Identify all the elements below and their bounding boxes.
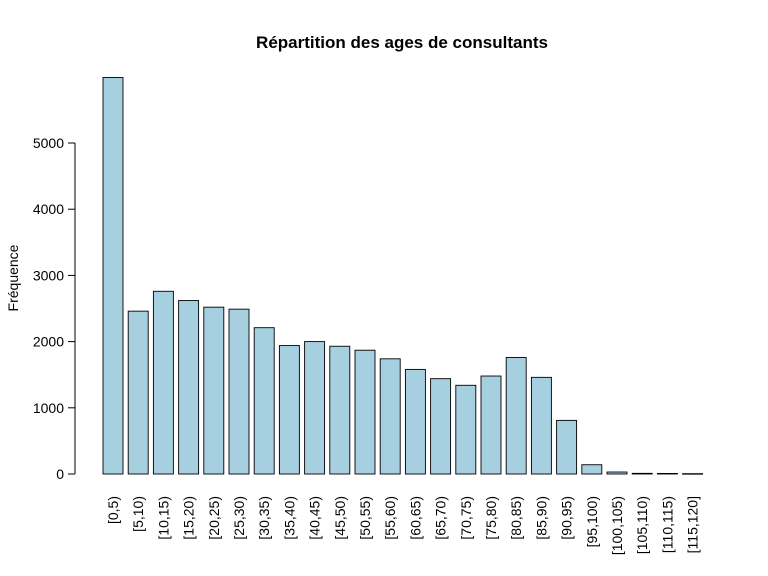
x-tick-label: [40,45) <box>307 496 323 540</box>
bar-8 <box>304 341 326 475</box>
x-tick-label: [80,85) <box>508 496 524 540</box>
x-tick-labels: [0,5) [5,10) [10,15) [15,20) [20,25) [25,30) [… <box>105 496 701 555</box>
x-tick-label: [5,10) <box>130 496 146 532</box>
y-tick-label: 3000 <box>33 267 64 283</box>
y-axis: 0 1000 2000 3000 4000 5000 <box>33 135 76 482</box>
bar-12 <box>404 368 426 475</box>
x-tick-label: [105,110) <box>634 496 650 554</box>
x-tick-label: [90,95) <box>559 496 575 540</box>
bar-15 <box>480 375 502 475</box>
bar-0 <box>102 77 124 475</box>
x-tick-label: [55,60) <box>382 496 398 540</box>
y-tick-label: 1000 <box>33 400 64 416</box>
bar-7 <box>278 345 300 475</box>
bar-13 <box>430 378 452 475</box>
x-tick-label: [65,70) <box>433 496 449 540</box>
bar-17 <box>530 376 552 475</box>
x-tick-label: [85,90) <box>533 496 549 540</box>
bar-14 <box>455 384 477 475</box>
bar-16 <box>505 357 527 475</box>
x-tick-label: [100,105) <box>609 496 625 555</box>
bar-20 <box>606 471 628 475</box>
bars-group <box>102 77 704 475</box>
x-tick-label: [60,65) <box>407 496 423 540</box>
bar-18 <box>556 419 578 475</box>
bar-23 <box>682 473 704 475</box>
y-tick-label: 2000 <box>33 334 64 350</box>
x-tick-label: [20,25) <box>206 496 222 540</box>
bar-19 <box>581 464 603 475</box>
x-tick-label: [10,15) <box>155 496 171 540</box>
x-tick-label: [70,75) <box>458 496 474 540</box>
x-tick-label: [0,5) <box>105 496 121 524</box>
x-tick-label: [115,120] <box>685 496 701 553</box>
bar-3 <box>178 300 200 475</box>
bar-21 <box>631 472 653 475</box>
x-tick-label: [25,30) <box>231 496 247 540</box>
x-tick-label: [45,50) <box>332 496 348 540</box>
bar-10 <box>354 349 376 475</box>
chart-title: Répartition des ages de consultants <box>256 33 548 52</box>
bar-1 <box>127 310 149 475</box>
bar-4 <box>203 306 225 475</box>
bar-9 <box>329 345 351 475</box>
x-tick-label: [110,115) <box>659 496 675 553</box>
x-tick-label: [95,100) <box>584 496 600 547</box>
y-tick-label: 0 <box>56 466 64 482</box>
bar-11 <box>379 358 401 475</box>
y-tick-label: 4000 <box>33 201 64 217</box>
y-axis-label: Fréquence <box>5 244 21 311</box>
x-tick-label: [30,35) <box>256 496 272 540</box>
x-tick-label: [75,80) <box>483 496 499 540</box>
bar-2 <box>152 290 174 475</box>
y-tick-label: 5000 <box>33 135 64 151</box>
bar-5 <box>228 308 250 475</box>
x-tick-label: [35,40) <box>281 496 297 540</box>
x-tick-label: [50,55) <box>357 496 373 540</box>
bar-22 <box>656 473 678 475</box>
bar-6 <box>253 327 275 475</box>
x-tick-label: [15,20) <box>181 496 197 540</box>
